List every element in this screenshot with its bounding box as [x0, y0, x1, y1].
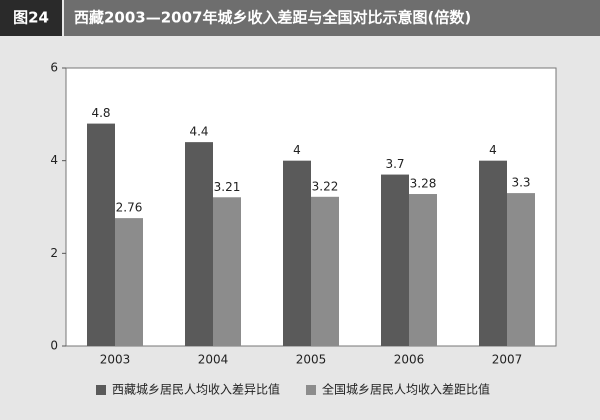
- value-label: 2.76: [116, 201, 143, 215]
- value-label: 3.7: [385, 157, 404, 171]
- title-bar: [64, 0, 600, 36]
- y-tick-label: 2: [50, 246, 58, 260]
- x-tick-label: 2004: [198, 353, 229, 367]
- legend-swatch: [96, 385, 106, 395]
- value-label: 3.21: [214, 180, 241, 194]
- x-tick-label: 2003: [100, 353, 131, 367]
- x-tick-label: 2006: [394, 353, 425, 367]
- x-tick-label: 2005: [296, 353, 327, 367]
- y-tick-label: 6: [50, 61, 58, 75]
- bar: [479, 160, 507, 346]
- y-tick-label: 4: [50, 153, 58, 167]
- bar: [213, 197, 241, 346]
- value-label: 4: [489, 143, 497, 157]
- value-label: 4.8: [91, 106, 110, 120]
- bar: [87, 123, 115, 346]
- value-label: 3.3: [511, 176, 530, 190]
- legend-label: 全国城乡居民人均收入差距比值: [322, 382, 490, 397]
- value-label: 4: [293, 143, 301, 157]
- bar: [283, 160, 311, 346]
- figure-label-box: [0, 0, 62, 36]
- legend-swatch: [306, 385, 316, 395]
- bar: [185, 142, 213, 346]
- y-tick-label: 0: [50, 339, 58, 353]
- bar: [311, 196, 339, 346]
- figure-label: 图24: [13, 9, 49, 27]
- bar: [409, 194, 437, 346]
- value-label: 4.4: [189, 125, 208, 139]
- x-tick-label: 2007: [492, 353, 523, 367]
- bar: [381, 174, 409, 346]
- value-label: 3.22: [312, 179, 339, 193]
- bar: [507, 193, 535, 346]
- legend-label: 西藏城乡居民人均收入差异比值: [112, 382, 280, 397]
- chart-title: 西藏2003—2007年城乡收入差距与全国对比示意图(倍数): [74, 9, 471, 27]
- value-label: 3.28: [410, 177, 437, 191]
- bar: [115, 218, 143, 346]
